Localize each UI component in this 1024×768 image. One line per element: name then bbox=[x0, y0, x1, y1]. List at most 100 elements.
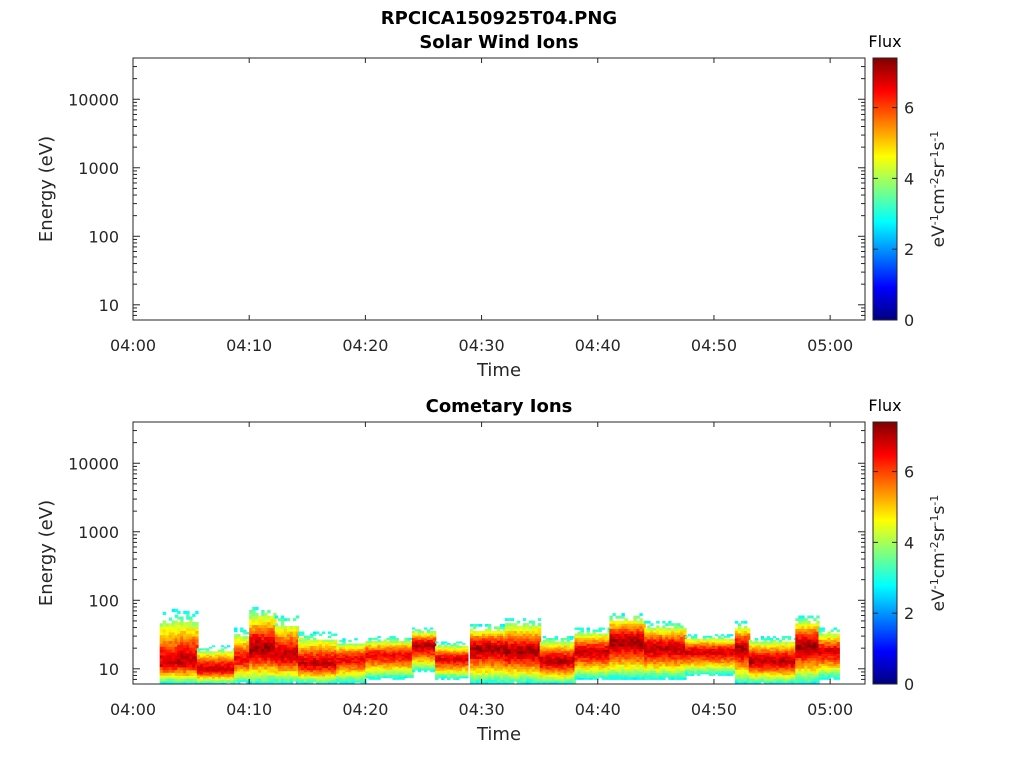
spectrogram-cell bbox=[639, 674, 643, 678]
spectrogram-cell bbox=[159, 632, 164, 636]
spectrogram-cell bbox=[729, 653, 734, 656]
spectrogram-cell bbox=[671, 650, 675, 653]
spectrogram-cell bbox=[723, 643, 728, 646]
spectrogram-cell bbox=[696, 664, 701, 667]
spectrogram-cell bbox=[292, 662, 297, 666]
spectrogram-cell bbox=[261, 654, 265, 658]
spectrogram-cell bbox=[374, 659, 378, 662]
spectrogram-cell bbox=[336, 645, 340, 648]
spectrogram-cell bbox=[174, 666, 179, 670]
spectrogram-cell bbox=[531, 668, 536, 672]
spectrogram-cell bbox=[208, 658, 213, 661]
spectrogram-cell bbox=[618, 628, 622, 632]
spectrogram-cell bbox=[447, 654, 451, 657]
spectrogram-cell bbox=[696, 645, 701, 648]
spectrogram-cell bbox=[404, 637, 408, 640]
spectrogram-cell bbox=[537, 623, 542, 626]
spectrogram-cell bbox=[522, 643, 527, 647]
spectrogram-cell bbox=[295, 668, 300, 672]
spectrogram-cell bbox=[286, 655, 291, 658]
spectrogram-cell bbox=[699, 658, 704, 660]
spectrogram-cell bbox=[274, 676, 279, 680]
spectrogram-cell bbox=[473, 642, 477, 646]
spectrogram-cell bbox=[462, 650, 466, 653]
spectrogram-cell bbox=[639, 669, 643, 673]
spectrogram-cell bbox=[322, 667, 326, 671]
spectrogram-cell bbox=[261, 672, 265, 676]
spectrogram-cell bbox=[316, 641, 320, 644]
spectrogram-cell bbox=[186, 681, 190, 684]
spectrogram-cell bbox=[690, 669, 695, 672]
spectrogram-cell bbox=[214, 670, 219, 673]
spectrogram-cell bbox=[633, 641, 637, 645]
spectrogram-cell bbox=[699, 650, 704, 653]
spectrogram-cell bbox=[229, 669, 234, 671]
spectrogram-cell bbox=[310, 673, 314, 677]
spectrogram-cell bbox=[371, 646, 375, 649]
spectrogram-cell bbox=[618, 653, 622, 657]
spectrogram-cell bbox=[470, 633, 474, 636]
spectrogram-cell bbox=[586, 651, 590, 654]
spectrogram-cell bbox=[298, 651, 302, 655]
spectrogram-cell bbox=[310, 677, 314, 681]
spectrogram-cell bbox=[488, 633, 492, 636]
spectrogram-cell bbox=[283, 618, 288, 622]
spectrogram-cell bbox=[426, 642, 431, 645]
spectrogram-cell bbox=[334, 645, 338, 649]
spectrogram-cell bbox=[639, 613, 643, 617]
spectrogram-cell bbox=[351, 659, 355, 662]
spectrogram-cell bbox=[180, 630, 184, 634]
spectrogram-cell bbox=[392, 667, 396, 670]
spectrogram-cell bbox=[566, 678, 571, 681]
spectrogram-cell bbox=[503, 665, 507, 669]
spectrogram-cell bbox=[693, 669, 698, 672]
spectrogram-cell bbox=[723, 646, 728, 649]
spectrogram-cell bbox=[507, 678, 512, 682]
spectrogram-cell bbox=[737, 669, 742, 673]
spectrogram-cell bbox=[453, 678, 457, 680]
spectrogram-cell bbox=[644, 659, 648, 662]
spectrogram-cell bbox=[723, 661, 728, 664]
spectrogram-cell bbox=[734, 620, 739, 624]
spectrogram-cell bbox=[208, 678, 213, 680]
spectrogram-cell bbox=[438, 664, 442, 667]
spectrogram-cell bbox=[537, 638, 542, 642]
spectrogram-cell bbox=[491, 672, 495, 676]
spectrogram-cell bbox=[687, 651, 692, 654]
spectrogram-cell bbox=[500, 642, 504, 646]
spectrogram-cell bbox=[687, 646, 692, 649]
spectrogram-cell bbox=[720, 665, 725, 668]
spectrogram-cell bbox=[683, 629, 687, 633]
spectrogram-cell bbox=[717, 643, 722, 646]
spectrogram-cell bbox=[583, 657, 587, 660]
spectrogram-cell bbox=[316, 645, 320, 649]
spectrogram-cell bbox=[671, 627, 675, 631]
spectrogram-cell bbox=[252, 678, 256, 682]
spectrogram-cell bbox=[411, 639, 416, 642]
spectrogram-cell bbox=[684, 651, 689, 654]
spectrogram-cell bbox=[687, 645, 692, 648]
spectrogram-cell bbox=[365, 646, 369, 649]
spectrogram-cell bbox=[383, 674, 387, 677]
spectrogram-cell bbox=[723, 670, 728, 673]
spectrogram-cell bbox=[705, 650, 710, 653]
spectrogram-cell bbox=[671, 656, 675, 660]
spectrogram-cell bbox=[351, 668, 355, 671]
spectrogram-cell bbox=[414, 665, 419, 668]
spectrogram-cell bbox=[714, 638, 719, 641]
spectrogram-cell bbox=[462, 663, 466, 666]
spectrogram-cell bbox=[325, 663, 329, 667]
spectrogram-cell bbox=[491, 674, 495, 678]
spectrogram-cell bbox=[313, 637, 317, 640]
spectrogram-cell bbox=[301, 659, 305, 663]
spectrogram-cell bbox=[377, 676, 381, 679]
spectrogram-cell bbox=[723, 664, 728, 667]
spectrogram-cell bbox=[234, 653, 238, 657]
spectrogram-cell bbox=[270, 615, 274, 620]
spectrogram-cell bbox=[497, 631, 501, 634]
spectrogram-cell bbox=[674, 654, 678, 658]
spectrogram-cell bbox=[211, 664, 216, 667]
spectrogram-cell bbox=[345, 671, 349, 674]
spectrogram-cell bbox=[539, 680, 544, 683]
spectrogram-cell bbox=[647, 636, 651, 640]
